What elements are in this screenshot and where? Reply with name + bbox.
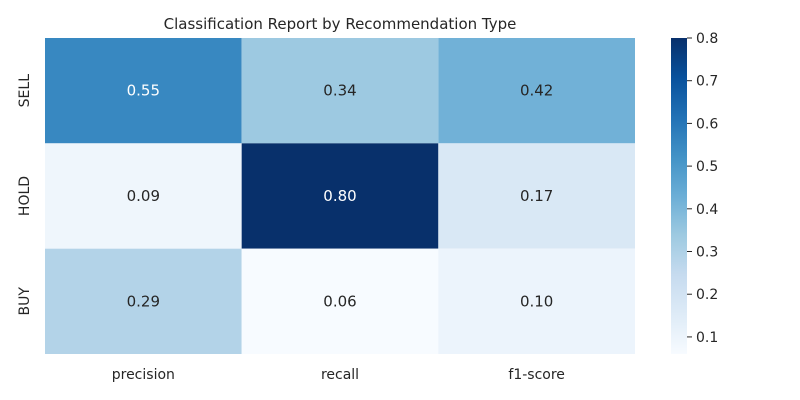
cell-sell-f1-score — [438, 38, 635, 144]
colorbar-tick-label: 0.1 — [696, 330, 718, 346]
colorbar-gradient — [671, 38, 687, 354]
cell-value-label: 0.10 — [520, 292, 553, 310]
cell-value-label: 0.42 — [520, 82, 553, 100]
x-tick-label: recall — [321, 367, 359, 383]
cell-sell-precision — [45, 38, 242, 144]
y-axis: SELL HOLD BUY — [17, 74, 33, 316]
x-tick-label: precision — [112, 367, 175, 383]
cell-value-label: 0.09 — [127, 187, 160, 205]
cell-buy-recall — [241, 248, 439, 354]
colorbar-tick-label: 0.4 — [696, 202, 718, 218]
colorbar-tick-label: 0.6 — [696, 116, 718, 132]
colorbar-tick-label: 0.8 — [696, 31, 718, 47]
cell-hold-f1-score — [438, 143, 635, 249]
cell-hold-recall — [241, 143, 439, 249]
cell-value-label: 0.80 — [323, 187, 356, 205]
colorbar-tick-label: 0.3 — [696, 245, 718, 261]
cell-buy-precision — [45, 248, 242, 354]
colorbar-tick-label: 0.5 — [696, 159, 718, 175]
colorbar: 0.1 0.2 0.3 0.4 0.5 0.6 0.7 0.8 — [671, 31, 718, 354]
colorbar-tick-label: 0.7 — [696, 74, 718, 90]
colorbar-tick-label: 0.2 — [696, 287, 718, 303]
y-tick-label: SELL — [17, 74, 33, 108]
cell-value-label: 0.34 — [323, 82, 356, 100]
heatmap-cells: 0.55 0.34 0.42 0.09 0.80 0.17 0.29 0.06 0.10 — [45, 38, 635, 354]
y-tick-label: BUY — [17, 287, 33, 316]
x-axis: precision recall f1-score — [112, 367, 565, 383]
chart-title: Classification Report by Recommendation … — [164, 15, 517, 33]
cell-hold-precision — [45, 143, 242, 249]
cell-buy-f1-score — [438, 248, 635, 354]
cell-value-label: 0.55 — [127, 82, 160, 100]
cell-value-label: 0.29 — [127, 292, 160, 310]
cell-value-label: 0.17 — [520, 187, 553, 205]
cell-sell-recall — [241, 38, 439, 144]
cell-value-label: 0.06 — [323, 292, 356, 310]
y-tick-label: HOLD — [17, 176, 33, 216]
x-tick-label: f1-score — [508, 367, 565, 383]
